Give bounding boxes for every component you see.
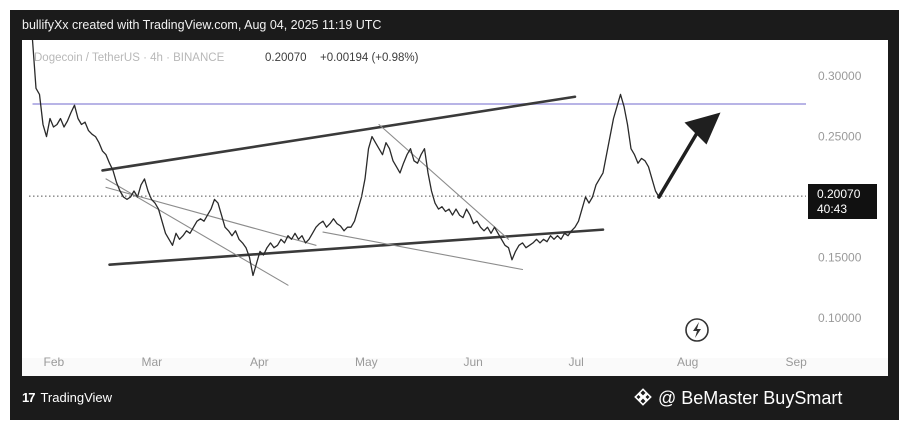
channel-line-2 [105, 178, 289, 286]
trend-arrow-icon [684, 112, 721, 145]
x-tick-label-5: Jul [569, 355, 584, 369]
chart-area[interactable]: 0.30000 0.25000 0.15000 0.10000 Feb Mar Apr May… [22, 40, 888, 376]
x-tick-label-0: Feb [44, 355, 65, 369]
y-tick-label-1: 0.25000 [818, 130, 862, 144]
tradingview-brand: 17 TradingView [22, 390, 112, 405]
y-tick-label-2: 0.15000 [818, 250, 862, 264]
last-price-label: 0.20070 [817, 187, 861, 201]
trend-arrow-shaft [657, 128, 701, 199]
chart-credit: bullifyXx created with TradingView.com, … [22, 18, 382, 32]
x-tick-label-6: Aug [677, 355, 698, 369]
legend-price: 0.20070 [265, 52, 307, 64]
tradingview-logo-icon: 17 [22, 390, 36, 405]
lightning-icon-bolt [693, 322, 701, 338]
binance-logo-icon [634, 388, 652, 406]
watermark-text: @ BeMaster BuySmart [658, 388, 843, 408]
x-tick-label-7: Sep [786, 355, 808, 369]
symbol-legend: Dogecoin / TetherUS · 4h · BINANCE [34, 52, 225, 64]
lightning-icon [685, 318, 709, 342]
chart-background [22, 40, 888, 376]
tradingview-brand-label: TradingView [40, 390, 113, 405]
y-tick-label-0: 0.30000 [818, 69, 862, 83]
countdown-label: 40:43 [817, 202, 848, 216]
channel-line-5 [322, 231, 524, 271]
channel-line-4 [378, 123, 510, 240]
price-series-line [31, 40, 660, 277]
time-axis-background [22, 358, 888, 376]
x-tick-label-3: May [355, 355, 378, 369]
y-tick-label-3: 0.10000 [818, 311, 862, 325]
price-chart[interactable]: 0.30000 0.25000 0.15000 0.10000 Feb Mar Apr May… [22, 40, 888, 376]
watermark: @ BeMaster BuySmart [634, 388, 842, 409]
x-tick-label-1: Mar [142, 355, 163, 369]
trend-line-1 [108, 228, 605, 266]
trend-line-0 [101, 95, 577, 172]
last-price-badge: 0.20070 40:43 [808, 184, 877, 219]
x-tick-label-2: Apr [250, 355, 269, 369]
legend-change: +0.00194 (+0.98%) [320, 52, 419, 64]
channel-line-3 [105, 186, 317, 246]
x-tick-label-4: Jun [464, 355, 483, 369]
